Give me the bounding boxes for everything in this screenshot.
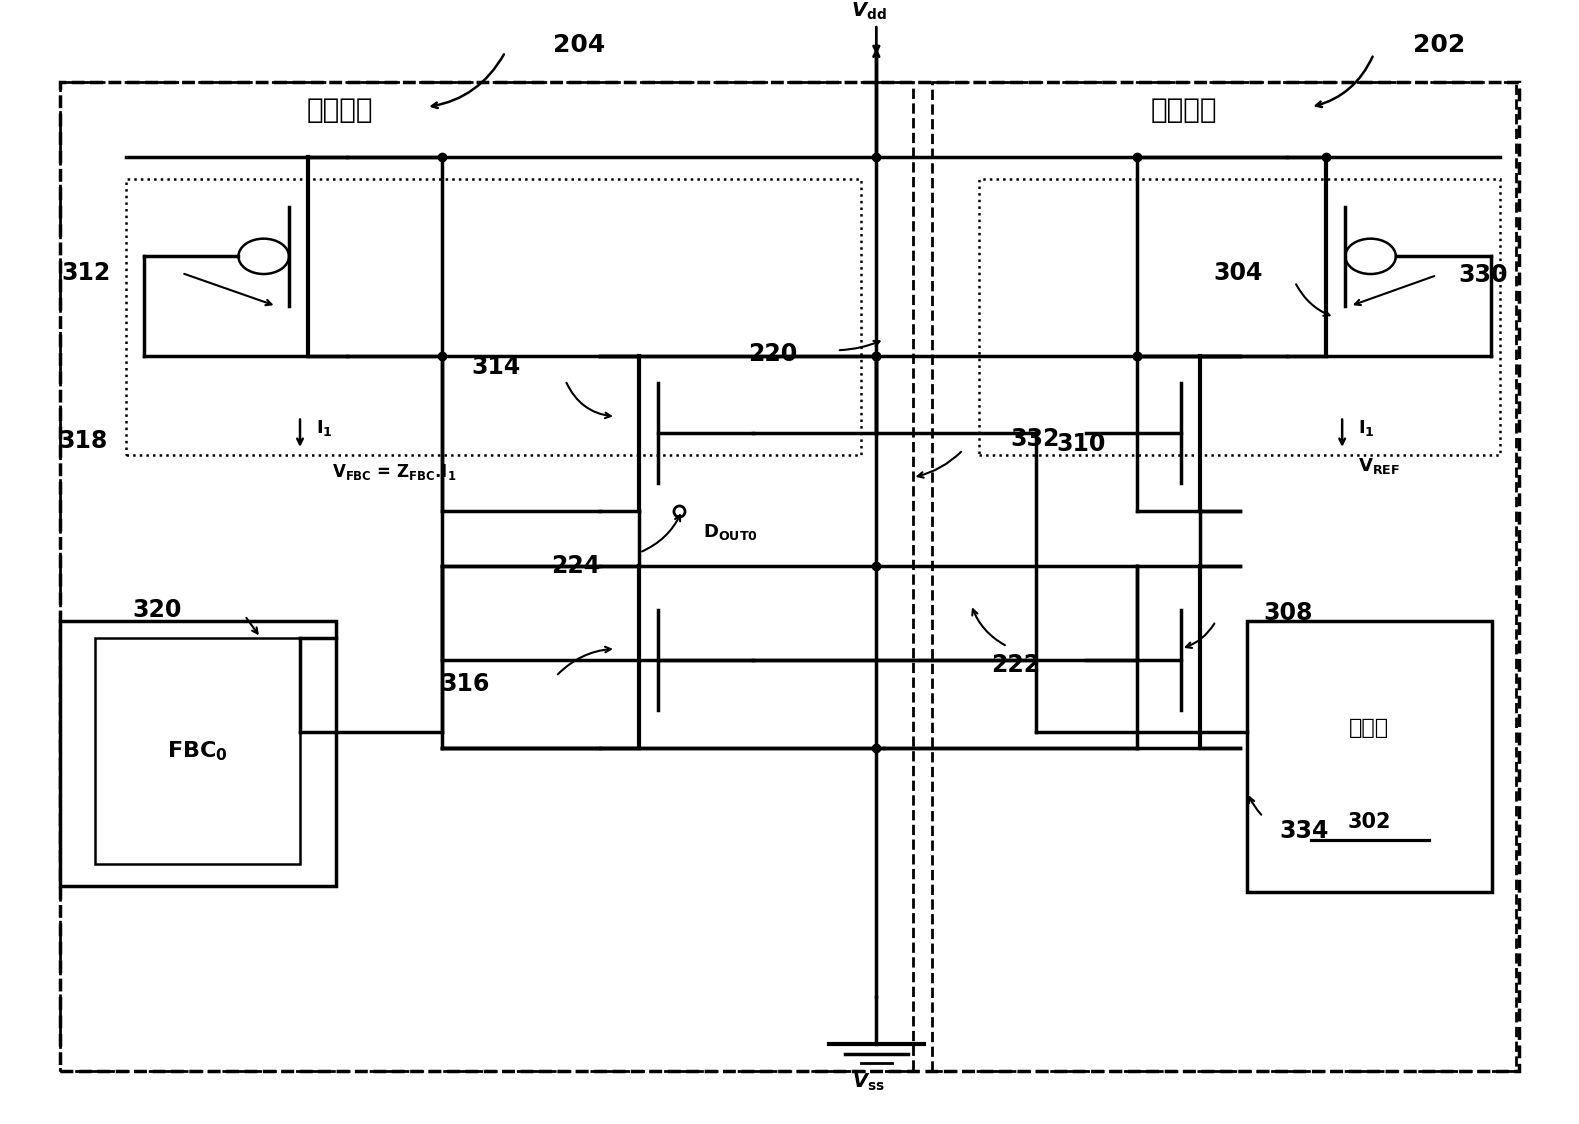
Text: 320: 320: [133, 598, 182, 622]
Text: 332: 332: [1011, 427, 1060, 451]
Text: V$_{\mathbf{ss}}$: V$_{\mathbf{ss}}$: [853, 1072, 884, 1094]
Bar: [60, 82, 913, 1071]
Text: 302: 302: [1347, 813, 1391, 832]
Bar: [126, 179, 861, 455]
Bar: [60, 622, 336, 887]
Bar: [60, 82, 1519, 1071]
Text: V$_{\mathbf{dd}}$: V$_{\mathbf{dd}}$: [851, 1, 886, 22]
Text: 参考电路: 参考电路: [1151, 97, 1217, 125]
Text: 220: 220: [748, 342, 797, 365]
Text: D$_{\mathbf{OUT0}}$: D$_{\mathbf{OUT0}}$: [703, 522, 758, 542]
Bar: [1247, 622, 1492, 891]
Text: 222: 222: [992, 653, 1041, 678]
Text: V$_{\mathbf{FBC}}$ = Z$_{\mathbf{FBC}}$.I$_{\mathbf{1}}$: V$_{\mathbf{FBC}}$ = Z$_{\mathbf{FBC}}$.…: [332, 462, 456, 482]
Bar: [932, 82, 1516, 1071]
Text: 330: 330: [1459, 263, 1508, 287]
Text: FBC$_{\mathbf{0}}$: FBC$_{\mathbf{0}}$: [167, 740, 227, 763]
Text: 308: 308: [1263, 601, 1312, 625]
Text: I$_{\mathbf{1}}$: I$_{\mathbf{1}}$: [1358, 418, 1375, 437]
Text: 334: 334: [1279, 819, 1328, 843]
Text: 318: 318: [58, 429, 107, 453]
Text: 读出电路: 读出电路: [306, 97, 373, 125]
Text: 310: 310: [1056, 433, 1105, 456]
Bar: [979, 179, 1500, 455]
Text: 224: 224: [551, 554, 600, 578]
Text: I$_{\mathbf{1}}$: I$_{\mathbf{1}}$: [316, 418, 333, 437]
Text: 202: 202: [1413, 34, 1465, 57]
Text: 316: 316: [441, 672, 489, 696]
Text: 312: 312: [62, 261, 111, 284]
Text: 304: 304: [1214, 261, 1263, 284]
Text: V$_{\mathbf{REF}}$: V$_{\mathbf{REF}}$: [1358, 456, 1401, 477]
Text: 314: 314: [472, 355, 521, 379]
Text: 204: 204: [553, 34, 605, 57]
Bar: [95, 637, 300, 864]
Text: 参考源: 参考源: [1348, 718, 1390, 738]
